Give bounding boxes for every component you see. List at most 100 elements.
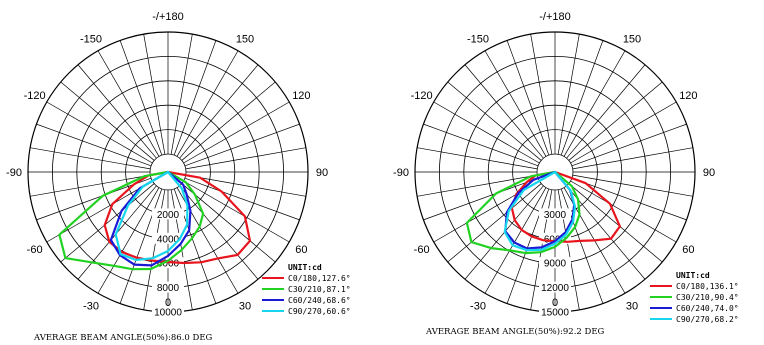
grid-spoke [484, 50, 547, 157]
radial-label-bg [539, 208, 571, 220]
grid-spoke [30, 147, 151, 170]
radial-label-bg [539, 306, 571, 317]
grid-spoke [570, 180, 677, 243]
grid-spoke [417, 174, 538, 197]
grid-spoke [484, 187, 547, 294]
angle-tick-label: -60 [414, 244, 430, 256]
series-curve [114, 170, 189, 262]
grid-spoke [46, 101, 153, 164]
grid-spoke [464, 64, 544, 159]
grid-spoke [176, 50, 239, 157]
grid-spoke [572, 174, 693, 197]
legend-entry: C30/210,90.4° [676, 293, 739, 302]
grid-spoke [60, 81, 155, 161]
legend-entry: C90/270,60.6° [288, 307, 351, 316]
grid-spoke [30, 174, 151, 197]
grid-spoke [185, 147, 306, 170]
angle-tick-label: -150 [467, 34, 489, 46]
radial-label-bg [152, 281, 184, 293]
radial-label-bg [539, 232, 571, 244]
grid-spoke [77, 64, 157, 159]
grid-spoke [417, 147, 538, 170]
grid-spoke [46, 180, 153, 243]
grid-spoke [447, 183, 542, 263]
legend-entry: C90/270,68.2° [676, 315, 739, 324]
grid-spoke [572, 147, 693, 170]
grid-spoke [119, 40, 163, 156]
radial-label-bg [539, 281, 571, 293]
series-curve [503, 170, 577, 252]
grid-spoke [568, 183, 663, 263]
grid-spoke [566, 64, 646, 159]
legend-entry: C0/180,127.6° [288, 274, 351, 283]
grid-spoke [173, 188, 217, 304]
grid-spoke [568, 81, 663, 161]
grid-spoke [506, 188, 550, 304]
grid-spoke [173, 40, 217, 156]
grid-spoke [570, 101, 677, 164]
angle-tick-label: 60 [682, 244, 694, 256]
angle-tick-label: 0 [552, 297, 558, 309]
radial-tick-label: 2000 [157, 210, 180, 221]
grid-spoke [97, 187, 160, 294]
grid-spoke [560, 40, 604, 156]
angle-tick-label: 150 [623, 34, 641, 46]
grid-spoke [36, 123, 152, 167]
radial-label-bg [152, 232, 184, 244]
grid-spoke [183, 180, 290, 243]
angle-tick-label: -/+180 [539, 11, 571, 23]
grid-spoke [560, 188, 604, 304]
radial-tick-label: 15000 [541, 308, 569, 319]
angle-tick-label: 120 [292, 90, 310, 102]
radial-tick-label: 4000 [157, 234, 180, 245]
radial-label-bg [152, 208, 184, 220]
series-curve [109, 170, 192, 267]
angle-tick-label: 120 [679, 90, 697, 102]
grid-spoke [181, 183, 276, 263]
grid-spoke [183, 101, 290, 164]
legend-entry: C0/180,136.1° [676, 282, 739, 291]
grid-spoke [557, 34, 580, 155]
legend-entry: C60/240,68.6° [288, 296, 351, 305]
legend-entry: C30/210,87.1° [288, 285, 351, 294]
grid-spoke [566, 185, 646, 280]
polar-chart-left: -/+180 -150 150 -120 120 -90 90 -60 60 -30 30 0 2000… [6, 11, 351, 343]
grid-spoke [181, 81, 276, 161]
grid-spoke [423, 123, 539, 167]
grid-spoke [143, 34, 166, 155]
angle-tick-label: -30 [83, 300, 99, 312]
grid-spoke [97, 50, 160, 157]
grid-spoke [184, 177, 300, 221]
grid-ring-inner [536, 153, 574, 191]
grid-spoke [530, 34, 553, 155]
grid-spoke [185, 174, 306, 197]
series-curve [465, 170, 581, 255]
radial-tick-label: 8000 [157, 283, 180, 294]
grid-spoke [506, 40, 550, 156]
angle-tick-label: -120 [24, 90, 46, 102]
angle-tick-label: 90 [703, 167, 715, 179]
grid-spoke [571, 123, 687, 167]
angle-tick-label: -/+180 [152, 11, 184, 23]
beam-angle-footer: AVERAGE BEAM ANGLE(50%):92.2 DEG [425, 326, 605, 337]
grid-spoke [179, 185, 259, 280]
grid-ring-inner [149, 153, 187, 191]
radial-label-bg [539, 257, 571, 269]
unit-label: UNIT:cd [676, 271, 710, 280]
legend-entry: C60/240,74.0° [676, 304, 739, 313]
radial-label-bg [152, 306, 184, 317]
angle-tick-label: -30 [470, 300, 486, 312]
angle-tick-label: 90 [316, 167, 328, 179]
grid-spoke [179, 64, 259, 159]
grid-spoke [571, 177, 687, 221]
angle-tick-label: -150 [80, 34, 102, 46]
angle-tick-label: -60 [27, 244, 43, 256]
angle-tick-label: 30 [239, 300, 251, 312]
angle-tick-label: 0 [165, 297, 171, 309]
grid-spoke [447, 81, 542, 161]
angle-tick-label: 60 [295, 244, 307, 256]
angle-tick-label: -90 [393, 167, 409, 179]
angle-tick-label: -120 [411, 90, 433, 102]
radial-tick-label: 9000 [544, 259, 567, 270]
